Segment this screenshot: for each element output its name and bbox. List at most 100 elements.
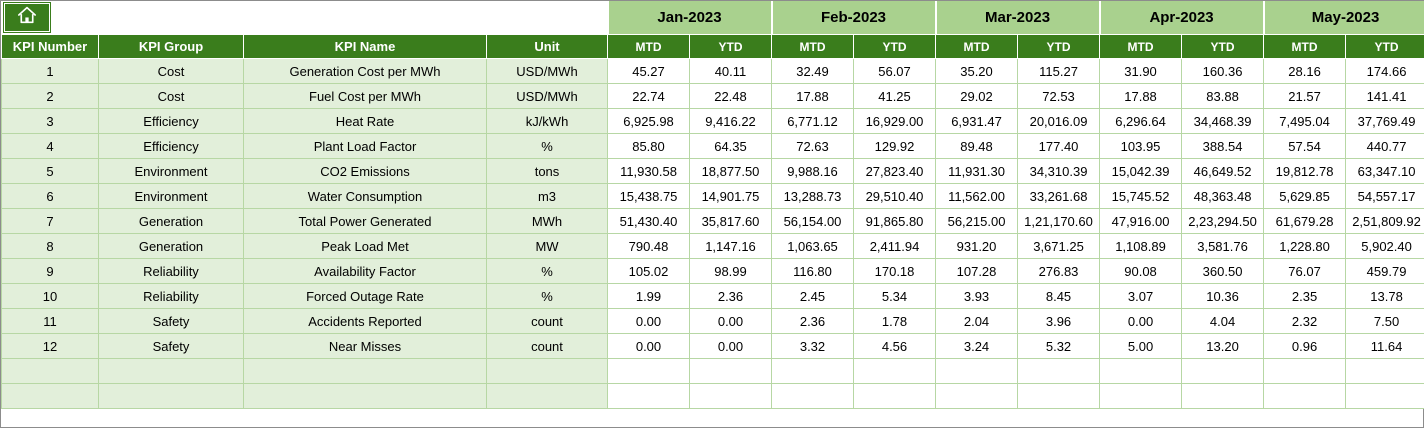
cell-unit[interactable]: tons [486,158,608,184]
cell-empty-value[interactable] [1345,383,1424,409]
cell-may-2023-mtd[interactable]: 19,812.78 [1263,158,1347,184]
column-header-may-2023-ytd[interactable]: YTD [1345,34,1424,59]
cell-feb-2023-ytd[interactable]: 56.07 [852,58,937,84]
cell-unit[interactable]: % [486,283,608,309]
cell-kpi-name[interactable]: Accidents Reported [243,308,487,334]
cell-feb-2023-ytd[interactable]: 2,411.94 [852,233,937,259]
cell-jan-2023-mtd[interactable]: 0.00 [607,308,690,334]
cell-apr-2023-mtd[interactable]: 15,745.52 [1099,183,1183,209]
cell-apr-2023-mtd[interactable]: 103.95 [1099,133,1183,159]
cell-mar-2023-mtd[interactable]: 56,215.00 [935,208,1019,234]
cell-kpi-number[interactable]: 1 [1,58,99,84]
column-header-kpi-name[interactable]: KPI Name [243,34,487,59]
cell-empty-value[interactable] [771,358,854,384]
cell-mar-2023-ytd[interactable]: 3.96 [1017,308,1101,334]
cell-empty-left[interactable] [1,383,99,409]
cell-jan-2023-mtd[interactable]: 22.74 [607,83,690,109]
cell-kpi-name[interactable]: Peak Load Met [243,233,487,259]
cell-apr-2023-ytd[interactable]: 160.36 [1181,58,1265,84]
cell-empty-left[interactable] [243,383,487,409]
cell-mar-2023-mtd[interactable]: 6,931.47 [935,108,1019,134]
cell-feb-2023-mtd[interactable]: 3.32 [771,333,854,359]
cell-jan-2023-mtd[interactable]: 790.48 [607,233,690,259]
cell-feb-2023-ytd[interactable]: 91,865.80 [852,208,937,234]
cell-kpi-group[interactable]: Generation [98,233,244,259]
cell-kpi-group[interactable]: Safety [98,333,244,359]
cell-kpi-group[interactable]: Efficiency [98,133,244,159]
cell-may-2023-mtd[interactable]: 1,228.80 [1263,233,1347,259]
cell-jan-2023-ytd[interactable]: 1,147.16 [689,233,772,259]
cell-kpi-name[interactable]: Plant Load Factor [243,133,487,159]
cell-feb-2023-ytd[interactable]: 170.18 [852,258,937,284]
cell-jan-2023-ytd[interactable]: 35,817.60 [689,208,772,234]
cell-empty-left[interactable] [486,358,608,384]
cell-may-2023-mtd[interactable]: 21.57 [1263,83,1347,109]
cell-mar-2023-mtd[interactable]: 29.02 [935,83,1019,109]
home-button[interactable] [2,2,51,33]
cell-apr-2023-mtd[interactable]: 1,108.89 [1099,233,1183,259]
cell-unit[interactable]: count [486,333,608,359]
cell-empty-left[interactable] [98,383,244,409]
cell-apr-2023-mtd[interactable]: 47,916.00 [1099,208,1183,234]
column-header-feb-2023-ytd[interactable]: YTD [852,34,937,59]
cell-feb-2023-mtd[interactable]: 6,771.12 [771,108,854,134]
cell-jan-2023-ytd[interactable]: 0.00 [689,308,772,334]
column-header-apr-2023-mtd[interactable]: MTD [1099,34,1183,59]
cell-feb-2023-ytd[interactable]: 27,823.40 [852,158,937,184]
cell-mar-2023-mtd[interactable]: 107.28 [935,258,1019,284]
cell-empty-value[interactable] [1181,358,1265,384]
cell-empty-value[interactable] [1099,383,1183,409]
cell-feb-2023-mtd[interactable]: 2.45 [771,283,854,309]
cell-feb-2023-mtd[interactable]: 32.49 [771,58,854,84]
cell-jan-2023-mtd[interactable]: 85.80 [607,133,690,159]
cell-apr-2023-ytd[interactable]: 388.54 [1181,133,1265,159]
cell-empty-value[interactable] [1017,383,1101,409]
cell-apr-2023-ytd[interactable]: 3,581.76 [1181,233,1265,259]
cell-mar-2023-ytd[interactable]: 20,016.09 [1017,108,1101,134]
cell-apr-2023-ytd[interactable]: 34,468.39 [1181,108,1265,134]
cell-jan-2023-mtd[interactable]: 1.99 [607,283,690,309]
cell-kpi-group[interactable]: Reliability [98,283,244,309]
cell-kpi-name[interactable]: Fuel Cost per MWh [243,83,487,109]
cell-mar-2023-mtd[interactable]: 3.93 [935,283,1019,309]
cell-may-2023-mtd[interactable]: 61,679.28 [1263,208,1347,234]
cell-mar-2023-ytd[interactable]: 1,21,170.60 [1017,208,1101,234]
cell-unit[interactable]: % [486,258,608,284]
cell-kpi-number[interactable]: 11 [1,308,99,334]
cell-may-2023-mtd[interactable]: 28.16 [1263,58,1347,84]
cell-empty-left[interactable] [243,358,487,384]
column-header-kpi-number[interactable]: KPI Number [1,34,99,59]
cell-kpi-group[interactable]: Efficiency [98,108,244,134]
cell-unit[interactable]: MW [486,233,608,259]
cell-mar-2023-ytd[interactable]: 5.32 [1017,333,1101,359]
cell-unit[interactable]: count [486,308,608,334]
cell-may-2023-mtd[interactable]: 0.96 [1263,333,1347,359]
cell-empty-value[interactable] [1099,358,1183,384]
column-header-mar-2023-mtd[interactable]: MTD [935,34,1019,59]
month-header-feb-2023[interactable]: Feb-2023 [770,1,937,35]
cell-empty-left[interactable] [1,358,99,384]
cell-apr-2023-ytd[interactable]: 10.36 [1181,283,1265,309]
cell-kpi-number[interactable]: 6 [1,183,99,209]
cell-empty-value[interactable] [1345,358,1424,384]
cell-empty-value[interactable] [852,358,937,384]
cell-apr-2023-ytd[interactable]: 48,363.48 [1181,183,1265,209]
cell-kpi-group[interactable]: Reliability [98,258,244,284]
cell-apr-2023-mtd[interactable]: 0.00 [1099,308,1183,334]
cell-apr-2023-mtd[interactable]: 31.90 [1099,58,1183,84]
cell-kpi-group[interactable]: Cost [98,83,244,109]
column-header-mar-2023-ytd[interactable]: YTD [1017,34,1101,59]
cell-feb-2023-ytd[interactable]: 41.25 [852,83,937,109]
cell-jan-2023-ytd[interactable]: 64.35 [689,133,772,159]
cell-apr-2023-mtd[interactable]: 17.88 [1099,83,1183,109]
cell-may-2023-ytd[interactable]: 11.64 [1345,333,1424,359]
cell-feb-2023-mtd[interactable]: 72.63 [771,133,854,159]
cell-jan-2023-mtd[interactable]: 45.27 [607,58,690,84]
cell-jan-2023-ytd[interactable]: 40.11 [689,58,772,84]
cell-empty-left[interactable] [98,358,244,384]
cell-jan-2023-mtd[interactable]: 15,438.75 [607,183,690,209]
column-header-unit[interactable]: Unit [486,34,608,59]
cell-mar-2023-ytd[interactable]: 177.40 [1017,133,1101,159]
cell-empty-value[interactable] [607,358,690,384]
column-header-kpi-group[interactable]: KPI Group [98,34,244,59]
